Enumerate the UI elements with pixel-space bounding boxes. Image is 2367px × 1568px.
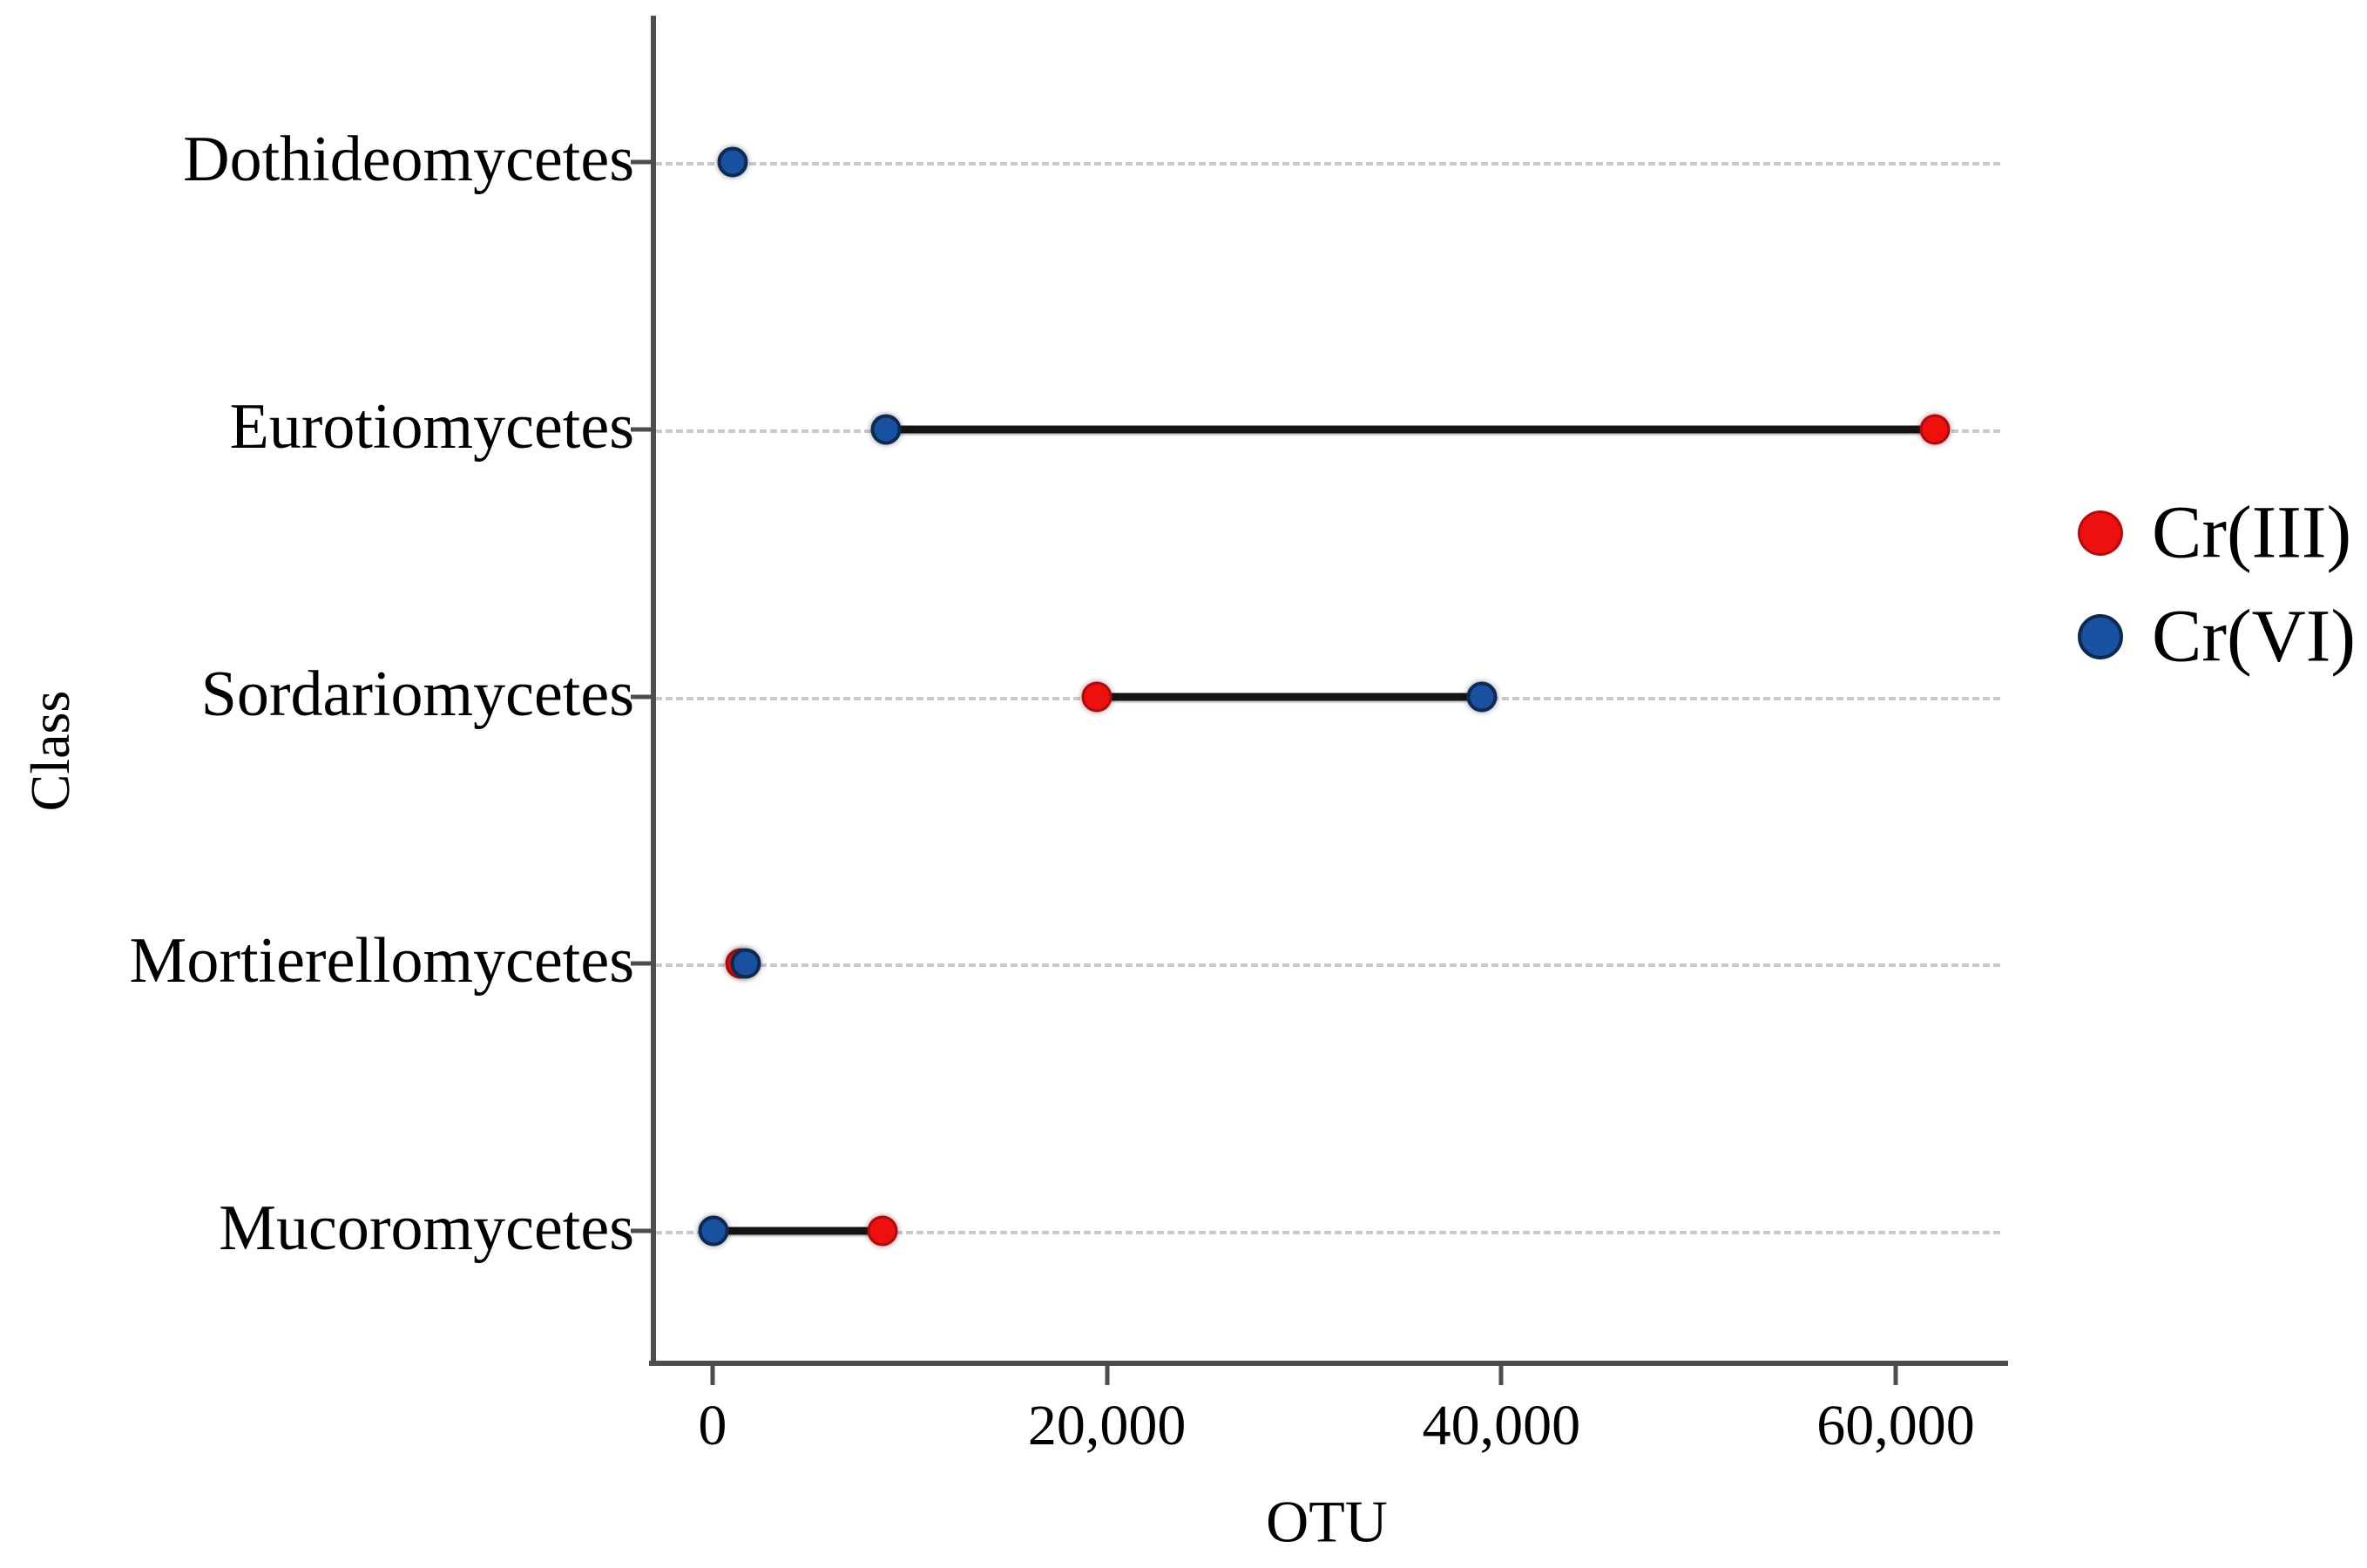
cr6-point [730,948,761,979]
x-tick [1893,1364,1898,1385]
cr3-point [1081,681,1112,712]
gridline [655,1231,2000,1234]
connector-line [713,1227,883,1235]
y-tick [631,427,653,432]
y-tick-label: Mortierellomycetes [129,925,634,997]
y-tick-label: Dothideomycetes [183,124,634,196]
cr6-point [717,146,748,178]
cr6-point [698,1215,729,1247]
y-axis-line [651,16,656,1366]
x-axis-line [649,1361,2008,1366]
x-tick-label: 20,000 [1027,1394,1187,1457]
x-tick [1105,1364,1110,1385]
y-tick [631,694,653,699]
x-tick-label: 0 [698,1394,727,1457]
connector-line [886,425,1936,434]
cr6-point [870,414,902,445]
y-tick [631,159,653,165]
cr3-point [867,1215,898,1247]
cr3-point [1919,414,1951,445]
gridline [655,963,2000,968]
legend-marker-cr3-icon [2078,510,2123,556]
cr6-point [1466,681,1498,712]
connector-line [1097,693,1482,700]
y-tick-label: Eurotiomycetes [229,390,634,463]
x-axis-title: OTU [1266,1488,1388,1555]
x-tick-label: 60,000 [1816,1394,1975,1457]
y-tick-label: Mucoromycetes [219,1193,634,1265]
y-axis-title: Class [19,690,81,812]
x-tick [710,1364,715,1385]
x-tick-label: 40,000 [1422,1394,1581,1457]
legend-label-cr3: Cr(III) [2152,490,2352,574]
y-tick-label: Sordariomycetes [200,658,634,730]
legend-label-cr6: Cr(VI) [2152,593,2357,678]
gridline [655,162,2000,166]
y-tick [631,1228,653,1233]
legend-marker-cr6-icon [2078,614,2123,659]
x-tick [1498,1364,1504,1385]
y-tick [631,961,653,966]
